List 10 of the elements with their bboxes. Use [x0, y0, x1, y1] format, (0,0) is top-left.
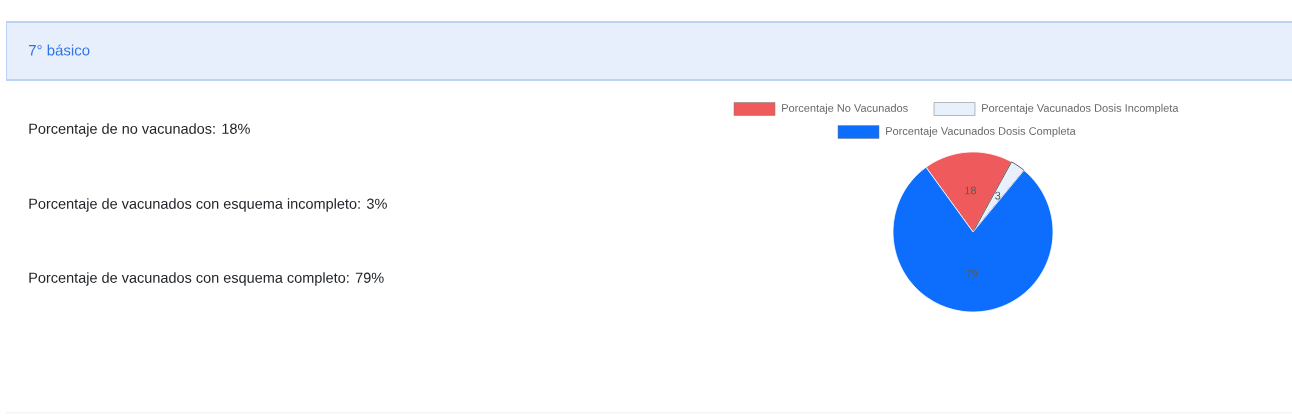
text: Porcentaje de vacunados con esquema incompleto: 3% [29, 198, 387, 212]
data-label: 18 [965, 186, 977, 195]
text: Porcentaje de vacunados con esquema completo: 79% [29, 272, 384, 286]
legend-label: Porcentaje Vacunados Dosis Completa [886, 126, 1076, 138]
legend-label: Porcentaje No Vacunados [782, 103, 908, 115]
text: Porcentaje de no vacunados: 18% [29, 123, 250, 137]
data-label: 3 [995, 191, 1001, 200]
data-label: 79 [966, 269, 978, 278]
legend-label: Porcentaje Vacunados Dosis Incompleta [982, 103, 1179, 115]
text: 7° básico [28, 44, 90, 56]
